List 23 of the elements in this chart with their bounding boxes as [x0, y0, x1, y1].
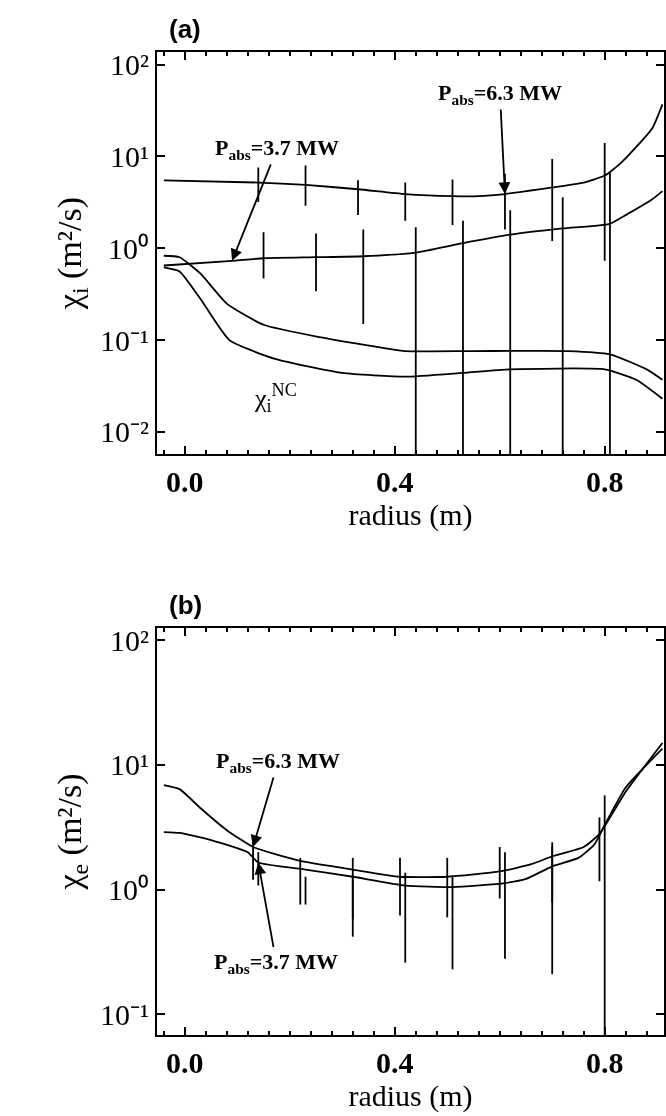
annotation: P$_{abs}$=3.7 MW [214, 949, 339, 977]
x-tick-label: 0.8 [585, 465, 624, 499]
x-axis-title: radius (m) [348, 498, 473, 533]
x-tick-label: 0.4 [376, 1046, 414, 1080]
y-tick-label: 10⁻¹ [100, 323, 149, 357]
chart-title: (a) [169, 14, 201, 44]
x-tick-label: 0.0 [166, 1046, 204, 1080]
annotation: P$_{abs}$=3.7 MW [215, 135, 340, 163]
annotation: P$_{abs}$=6.3 MW [438, 80, 563, 108]
x-tick-label: 0.0 [166, 465, 204, 499]
x-axis-title: radius (m) [348, 1079, 473, 1114]
annotation: P$_{abs}$=6.3 MW [216, 748, 341, 776]
y-tick-label: 10¹ [110, 748, 149, 782]
y-tick-label: 10¹ [110, 140, 149, 173]
x-tick-label: 0.8 [585, 1046, 624, 1080]
y-tick-label: 10⁰ [108, 873, 149, 907]
y-tick-label: 10⁻¹ [100, 997, 149, 1031]
chart-title: (b) [169, 590, 203, 620]
y-tick-label: 10⁻² [100, 415, 149, 449]
x-tick-label: 0.4 [376, 465, 414, 499]
y-tick-label: 10² [110, 623, 149, 657]
y-tick-label: 10⁰ [108, 231, 149, 265]
y-tick-label: 10² [110, 48, 149, 82]
